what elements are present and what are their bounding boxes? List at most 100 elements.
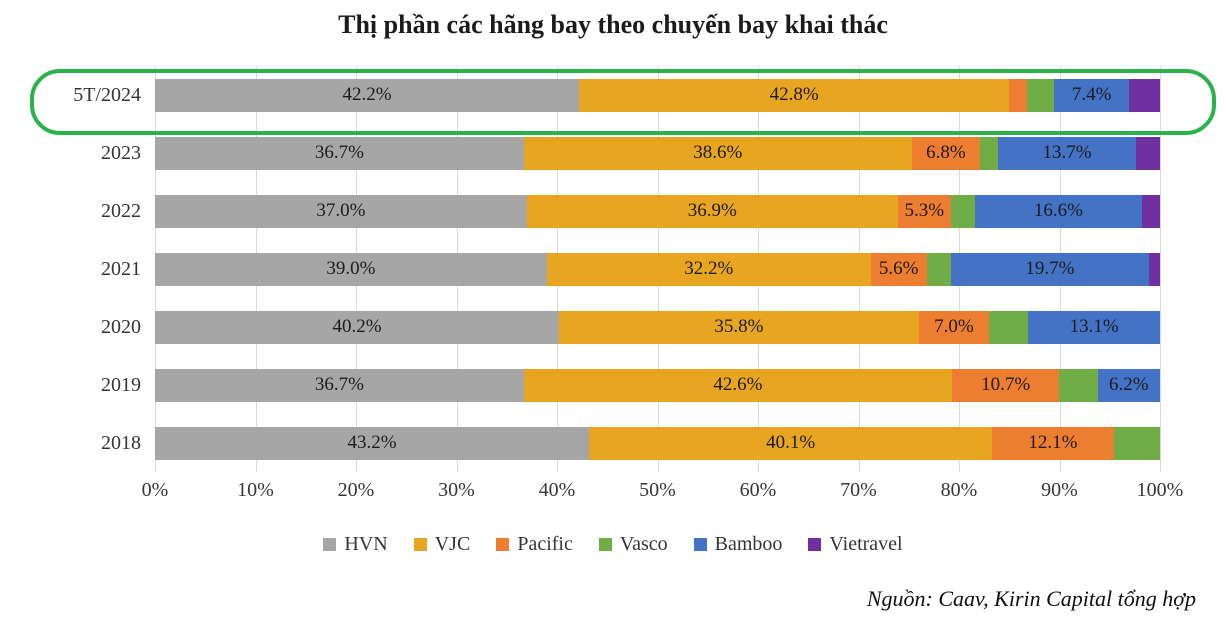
stacked-bar: 42.2% 42.8% 7.4% [155, 78, 1160, 112]
data-label: 19.7% [1025, 258, 1075, 279]
chart-title: Thị phần các hãng bay theo chuyến bay kh… [338, 10, 888, 39]
bar-segment-bamboo: 7.4% [1054, 78, 1129, 112]
bar-segment-vjc: 42.8% [579, 78, 1010, 112]
bar-segment-bamboo: 6.2% [1097, 368, 1160, 402]
legend-label: VJC [434, 533, 471, 555]
legend-swatch-icon [323, 538, 337, 551]
data-label: 12.1% [1028, 432, 1078, 453]
data-label: 5.6% [878, 258, 919, 279]
bar-row-2021: 2021 39.0% 32.2% 5.6% 19.7% [101, 240, 1160, 298]
legend-label: Pacific [517, 533, 573, 555]
bar-segment-pacific: 6.8% [911, 136, 981, 170]
bar-segment-vasco [1059, 368, 1098, 402]
legend-item-bamboo: Bamboo [693, 533, 782, 556]
x-axis-tick-label: 100% [1136, 479, 1184, 501]
x-axis-tick-label: 50% [639, 479, 676, 501]
y-axis-label: 2023 [101, 141, 141, 164]
bar-segment-vasco [1027, 78, 1055, 112]
bar-segment-pacific: 5.3% [897, 194, 951, 228]
data-label: 6.2% [1109, 374, 1149, 395]
x-axis-tick-label: 90% [1041, 479, 1078, 501]
data-label: 32.2% [684, 258, 734, 279]
legend-label: Vietravel [829, 533, 903, 555]
data-label: 42.2% [342, 84, 392, 105]
bar-segment-vasco [980, 136, 999, 170]
legend-item-pacific: Pacific [496, 533, 573, 556]
source-note: Nguồn: Caav, Kirin Capital tổng hợp [866, 586, 1196, 611]
data-label: 7.4% [1071, 84, 1112, 105]
data-label: 35.8% [714, 316, 764, 337]
data-label: 38.6% [693, 142, 743, 163]
bar-segment-vasco [1113, 426, 1160, 460]
data-label: 40.2% [332, 316, 382, 337]
y-axis-label: 2021 [101, 257, 141, 280]
bar-segment-vjc: 36.9% [526, 194, 898, 228]
bar-segment-vjc: 42.6% [523, 368, 952, 402]
data-label: 36.9% [687, 200, 737, 221]
data-label: 6.8% [926, 142, 966, 163]
bar-segment-pacific: 7.0% [918, 310, 990, 344]
x-axis-tick-label: 80% [940, 479, 978, 501]
legend-item-vjc: VJC [413, 533, 471, 556]
gridline [1160, 66, 1161, 472]
bar-segment-bamboo: 19.7% [950, 252, 1149, 286]
bar-segment-vjc: 35.8% [559, 310, 919, 344]
bar-segment-hvn: 39.0% [155, 252, 547, 286]
bar-segment-vjc: 38.6% [523, 136, 912, 170]
bar-row-2020: 2020 40.2% 35.8% 7.0% 13.1% [101, 298, 1160, 356]
x-axis-labels: 0% 10% 20% 30% 40% 50% 60% 70% 80% 90% 100% [142, 479, 1184, 503]
x-axis-tick-label: 0% [141, 479, 169, 501]
bar-segment-pacific: 10.7% [951, 368, 1060, 402]
stacked-bar: 43.2% 40.1% 12.1% [155, 426, 1160, 460]
data-label: 43.2% [347, 432, 397, 453]
data-label: 36.7% [314, 374, 364, 395]
bar-segment-vjc: 32.2% [546, 252, 871, 286]
stacked-bar: 40.2% 35.8% 7.0% 13.1% [155, 310, 1160, 344]
legend-item-vasco: Vasco [598, 533, 668, 556]
bar-segment-hvn: 40.2% [155, 310, 559, 344]
x-axis-tick-label: 60% [739, 479, 777, 501]
bar-segment-hvn: 36.7% [155, 368, 524, 402]
x-axis-tick-label: 10% [237, 479, 274, 501]
bar-row-2023: 2023 36.7% 38.6% 6.8% 13.7% [101, 124, 1160, 182]
stacked-bar: 36.7% 38.6% 6.8% 13.7% [155, 136, 1160, 170]
data-label: 13.1% [1069, 316, 1119, 337]
bar-segment-hvn: 43.2% [155, 426, 590, 460]
bar-segment-vasco [950, 194, 976, 228]
legend-swatch-icon [598, 538, 612, 551]
bar-segment-pacific: 12.1% [992, 426, 1114, 460]
bar-segment-bamboo: 13.1% [1028, 310, 1160, 344]
data-label: 7.0% [934, 316, 974, 337]
bar-row-2018: 2018 43.2% 40.1% 12.1% [101, 414, 1160, 472]
legend: HVN VJC Pacific Vasco Bamboo Vietravel [0, 533, 1226, 556]
y-axis-label: 2019 [101, 373, 141, 396]
bar-segment-vasco [989, 310, 1029, 344]
data-label: 39.0% [326, 258, 376, 279]
data-label: 42.6% [713, 374, 763, 395]
bar-segment-vietravel [1128, 78, 1160, 112]
legend-label: Vasco [619, 533, 668, 555]
legend-label: HVN [344, 533, 388, 555]
legend-item-hvn: HVN [323, 533, 388, 556]
bar-segment-hvn: 42.2% [155, 78, 580, 112]
data-label: 40.1% [766, 432, 816, 453]
bar-segment-vietravel [1141, 194, 1160, 228]
bar-segment-hvn: 37.0% [155, 194, 527, 228]
legend-swatch-icon [496, 538, 510, 551]
stacked-bar: 39.0% 32.2% 5.6% 19.7% [155, 252, 1160, 286]
x-axis-tick-label: 30% [438, 479, 475, 501]
bar-segment-vjc: 40.1% [589, 426, 993, 460]
plot-area: 5T/2024 42.2% 42.8% 7.4% 2023 36.7% 38.6% 6.8% 1… [73, 66, 1161, 472]
bar-segment-vasco [926, 252, 951, 286]
data-label: 36.7% [314, 142, 364, 163]
y-axis-label: 2022 [101, 199, 141, 222]
stacked-bar: 36.7% 42.6% 10.7% 6.2% [155, 368, 1160, 402]
data-label: 10.7% [981, 374, 1031, 395]
bar-segment-pacific: 5.6% [870, 252, 927, 286]
bar-segment-vietravel [1148, 252, 1160, 286]
x-axis-tick-label: 40% [538, 479, 576, 501]
data-label: 13.7% [1042, 142, 1092, 163]
data-label: 5.3% [904, 200, 945, 221]
y-axis-label: 5T/2024 [73, 83, 141, 106]
